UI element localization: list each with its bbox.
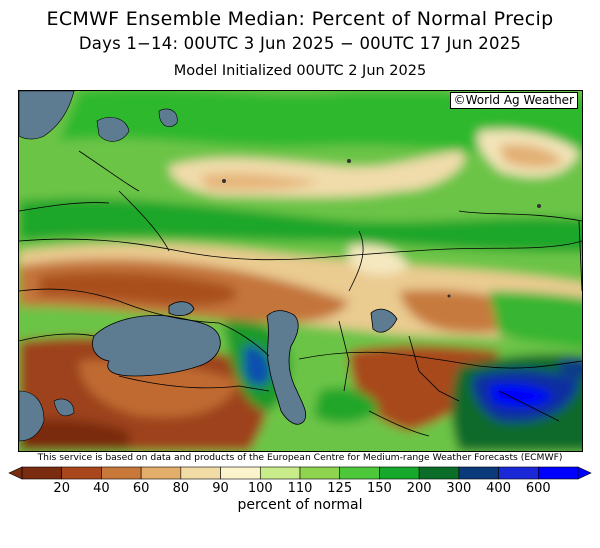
colorbar-tick-label: 300 bbox=[446, 481, 472, 496]
credit-label: ©World Ag Weather bbox=[449, 92, 578, 109]
colorbar-cell bbox=[418, 466, 460, 480]
sea-of-azov bbox=[168, 301, 195, 317]
precip-map: ©World Ag Weather bbox=[18, 90, 583, 452]
colorbar-cell bbox=[259, 466, 301, 480]
colorbar-cell bbox=[339, 466, 380, 480]
colorbar-cell bbox=[21, 466, 63, 480]
aegean-island bbox=[53, 398, 75, 417]
colorbar-cell bbox=[498, 466, 539, 480]
colorbar-cell bbox=[180, 466, 221, 480]
colorbar-cell bbox=[299, 466, 341, 480]
colorbar-tick-label: 110 bbox=[287, 481, 313, 496]
caspian-sea bbox=[266, 310, 307, 425]
colorbar-tick-label: 150 bbox=[367, 481, 392, 496]
colorbar bbox=[8, 466, 592, 480]
baltic-sea bbox=[19, 91, 75, 140]
colorbar-cell bbox=[220, 466, 261, 480]
colorbar-tick-label: 40 bbox=[93, 481, 110, 496]
precip-field bbox=[19, 91, 582, 451]
colorbar-tick-label: 125 bbox=[327, 481, 353, 496]
colorbar-unit-label: percent of normal bbox=[237, 497, 363, 513]
colorbar-tick-label: 60 bbox=[132, 481, 150, 496]
colorbar-high-arrow bbox=[577, 466, 592, 480]
model-init-time: Model Initialized 00UTC 2 Jun 2025 bbox=[173, 63, 427, 79]
colorbar-tick-label: 20 bbox=[53, 481, 70, 496]
colorbar-cell bbox=[458, 466, 499, 480]
colorbar-cell bbox=[379, 466, 420, 480]
colorbar-tick-label: 200 bbox=[406, 481, 432, 496]
colorbar-cell bbox=[101, 466, 142, 480]
small-lakes bbox=[222, 159, 541, 298]
forecast-period: Days 1−14: 00UTC 3 Jun 2025 − 00UTC 17 J… bbox=[78, 34, 522, 53]
colorbar-cell bbox=[537, 466, 579, 480]
aegean-sea bbox=[19, 390, 45, 442]
colorbar-cell bbox=[140, 466, 182, 480]
colorbar-tick-label: 90 bbox=[212, 481, 229, 496]
water-bodies bbox=[19, 91, 398, 442]
colorbar-tick-label: 100 bbox=[247, 481, 273, 496]
map-canvas bbox=[19, 91, 582, 451]
aral-sea bbox=[370, 308, 398, 333]
colorbar-tick-label: 80 bbox=[172, 481, 190, 496]
colorbar-tick-label: 400 bbox=[486, 481, 511, 496]
colorbar-tick-label: 600 bbox=[525, 481, 551, 496]
lake-onega bbox=[158, 108, 178, 127]
lake-ladoga bbox=[96, 117, 130, 142]
colorbar-cell bbox=[61, 466, 102, 480]
data-source-disclaimer: This service is based on data and produc… bbox=[37, 452, 563, 463]
colorbar-low-arrow bbox=[8, 466, 23, 480]
country-borders bbox=[19, 150, 582, 437]
map-title: ECMWF Ensemble Median: Percent of Normal… bbox=[46, 8, 554, 30]
